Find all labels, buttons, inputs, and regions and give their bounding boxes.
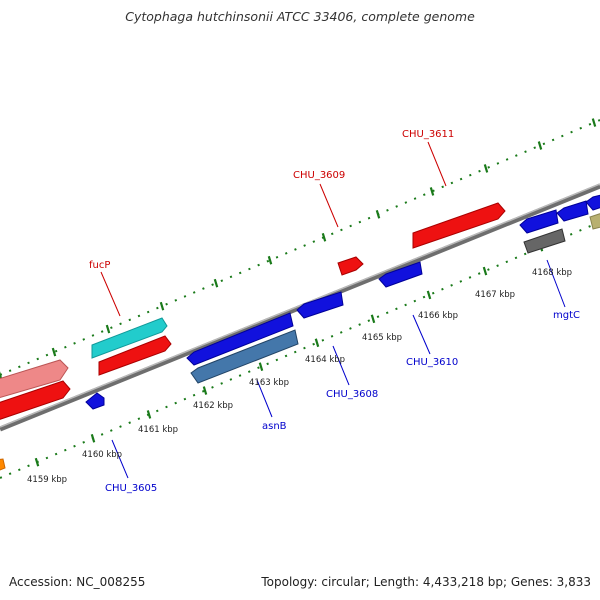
gene-label-fucP[interactable]: fucP — [89, 260, 110, 271]
gene-feature-blue[interactable] — [186, 312, 294, 366]
major-tick-mark — [591, 118, 597, 127]
gene-feature-blue[interactable] — [585, 194, 600, 211]
gene-feature-pink[interactable] — [0, 359, 69, 399]
major-tick-mark — [429, 187, 435, 196]
major-tick-mark — [370, 314, 376, 324]
inner-tick-track — [0, 218, 600, 479]
gene-label-CHU_3605[interactable]: CHU_3605 — [105, 483, 157, 494]
scale-label-4161: 4161 kbp — [138, 425, 178, 435]
outer-tick-track — [0, 118, 600, 380]
leader-mgtC — [546, 259, 566, 308]
scale-label-4166: 4166 kbp — [418, 311, 458, 321]
major-tick-mark — [483, 164, 489, 173]
major-tick-mark — [90, 434, 96, 443]
scale-labels: 4159 kbp 4160 kbp 4161 kbp 4162 kbp 4163… — [27, 268, 572, 485]
major-tick-mark — [34, 457, 40, 467]
accession-text: Accession: NC_008255 — [9, 575, 146, 589]
gene-feature-blue[interactable] — [519, 209, 559, 234]
major-tick-mark — [258, 362, 264, 371]
major-tick-mark — [202, 386, 208, 395]
gene-label-CHU_3611[interactable]: CHU_3611 — [402, 129, 454, 140]
genome-summary-text: Topology: circular; Length: 4,433,218 bp… — [261, 575, 591, 589]
gene-feature-steelblue[interactable] — [190, 329, 299, 384]
major-tick-mark — [105, 324, 111, 334]
gene-feature-olive[interactable] — [589, 212, 600, 230]
major-tick-mark — [375, 210, 381, 219]
gene-label-asnB[interactable]: asnB — [262, 421, 287, 432]
gene-feature-orange[interactable] — [0, 458, 6, 472]
major-tick-mark — [267, 255, 273, 265]
gene-feature-red[interactable] — [337, 256, 364, 276]
gene-feature-blue[interactable] — [556, 200, 589, 222]
reverse-strand-features — [0, 194, 600, 472]
gene-label-CHU_3610[interactable]: CHU_3610 — [406, 357, 458, 368]
major-tick-mark — [314, 338, 320, 348]
gene-feature-gray[interactable] — [523, 228, 566, 254]
scale-label-4160: 4160 kbp — [82, 450, 122, 460]
leader-CHU_3610 — [412, 314, 431, 355]
major-tick-mark — [321, 232, 327, 242]
gene-feature-cyan[interactable] — [91, 317, 168, 359]
major-tick-mark — [146, 410, 152, 419]
genome-backbone — [0, 183, 600, 432]
gene-feature-red[interactable] — [98, 335, 172, 376]
leader-CHU_3605 — [111, 439, 129, 479]
leader-CHU_3608 — [332, 345, 350, 386]
major-tick-mark — [51, 347, 57, 357]
major-tick-mark — [0, 371, 3, 380]
major-tick-mark — [482, 266, 488, 276]
gene-feature-blue[interactable] — [378, 261, 423, 288]
major-tick-mark — [159, 301, 165, 311]
forward-strand-features — [0, 202, 506, 421]
scale-label-4162: 4162 kbp — [193, 401, 233, 411]
scale-label-4165: 4165 kbp — [362, 333, 402, 343]
map-title: Cytophaga hutchinsonii ATCC 33406, compl… — [125, 9, 475, 24]
major-tick-mark — [426, 290, 432, 300]
scale-label-4163: 4163 kbp — [249, 378, 289, 388]
scale-label-4164: 4164 kbp — [305, 355, 345, 365]
leader-CHU_3611 — [427, 141, 447, 187]
gene-label-mgtC[interactable]: mgtC — [553, 310, 580, 321]
leader-fucP — [100, 271, 121, 317]
scale-label-4168: 4168 kbp — [532, 268, 572, 278]
gene-labels: fucP CHU_3609 CHU_3611 CHU_3605 asnB CHU… — [89, 129, 580, 494]
major-tick-mark — [213, 278, 219, 288]
gene-feature-red[interactable] — [0, 380, 71, 421]
gene-feature-red[interactable] — [412, 202, 506, 249]
outer-major-ticks — [0, 118, 597, 380]
gene-label-CHU_3608[interactable]: CHU_3608 — [326, 389, 378, 400]
gene-feature-blue[interactable] — [85, 392, 105, 410]
gene-feature-blue[interactable] — [296, 291, 344, 319]
label-leader-lines — [100, 141, 566, 479]
leader-asnB — [256, 379, 273, 418]
scale-label-4159: 4159 kbp — [27, 475, 67, 485]
gene-label-CHU_3609[interactable]: CHU_3609 — [293, 170, 345, 181]
scale-label-4167: 4167 kbp — [475, 290, 515, 300]
leader-CHU_3609 — [319, 183, 339, 228]
major-tick-mark — [537, 141, 543, 150]
